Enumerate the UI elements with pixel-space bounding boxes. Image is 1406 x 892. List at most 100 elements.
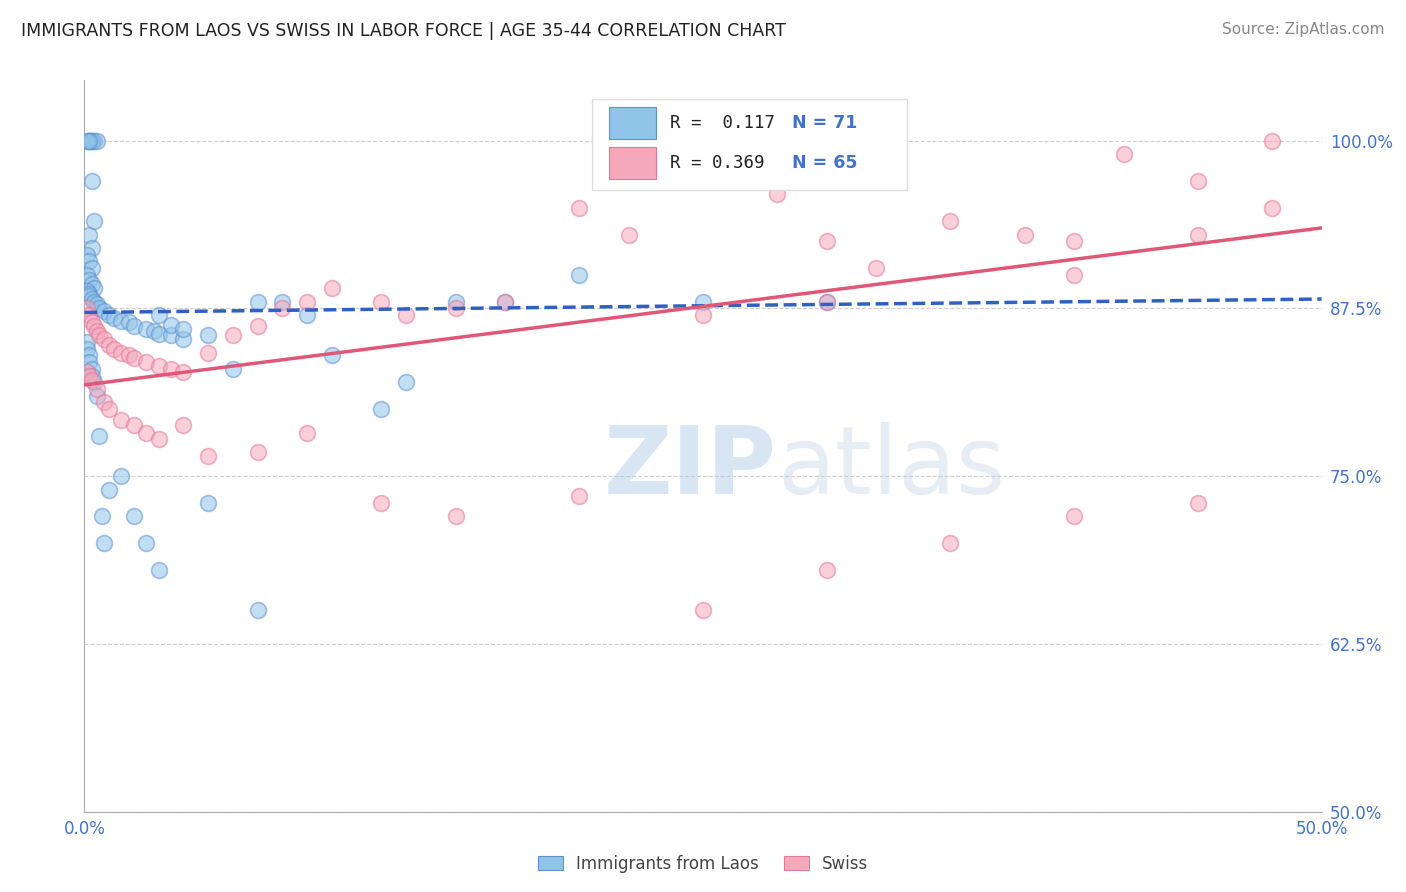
Point	[86, 134, 108, 148]
Point	[122, 509, 145, 524]
Point	[1261, 134, 1284, 148]
Point	[395, 308, 418, 322]
Point	[76, 301, 98, 316]
Point	[79, 286, 101, 301]
Point	[80, 368, 103, 383]
Point	[197, 345, 219, 359]
Point	[295, 294, 318, 309]
Point	[93, 395, 115, 409]
Point	[246, 318, 269, 333]
Text: atlas: atlas	[778, 422, 1005, 514]
Text: ZIP: ZIP	[605, 422, 778, 514]
Point	[568, 201, 591, 215]
Point	[80, 361, 103, 376]
Point	[370, 402, 392, 417]
Point	[76, 284, 98, 298]
Point	[80, 134, 103, 148]
Point	[98, 402, 121, 417]
Point	[90, 509, 112, 524]
Point	[98, 337, 121, 351]
Point	[110, 345, 132, 359]
Point	[444, 294, 467, 309]
Point	[148, 359, 170, 373]
Point	[135, 355, 157, 369]
Point	[692, 294, 714, 309]
Point	[148, 326, 170, 341]
Point	[76, 342, 98, 356]
Point	[122, 351, 145, 365]
Point	[295, 308, 318, 322]
Point	[86, 324, 108, 338]
Point	[172, 364, 194, 378]
Text: R =  0.117: R = 0.117	[669, 114, 775, 132]
Point	[98, 483, 121, 497]
Point	[79, 289, 101, 303]
Point	[160, 361, 183, 376]
Point	[1112, 147, 1135, 161]
Point	[395, 376, 418, 390]
Point	[222, 361, 245, 376]
Point	[89, 429, 111, 443]
Text: R = 0.369: R = 0.369	[669, 153, 763, 172]
Point	[79, 308, 101, 322]
Point	[79, 134, 101, 148]
Point	[321, 348, 343, 362]
Text: Source: ZipAtlas.com: Source: ZipAtlas.com	[1222, 22, 1385, 37]
Point	[83, 318, 105, 333]
Point	[148, 563, 170, 577]
Point	[197, 328, 219, 343]
Point	[295, 426, 318, 441]
Point	[148, 432, 170, 446]
Point	[110, 313, 132, 327]
Point	[1187, 174, 1209, 188]
Point	[815, 235, 838, 249]
Point	[80, 134, 103, 148]
Point	[118, 348, 141, 362]
Point	[80, 241, 103, 255]
Point	[83, 134, 105, 148]
Point	[160, 328, 183, 343]
Point	[93, 304, 115, 318]
Point	[89, 301, 111, 316]
Point	[110, 413, 132, 427]
Point	[80, 261, 103, 276]
Point	[1261, 201, 1284, 215]
Point	[815, 563, 838, 577]
Legend: Immigrants from Laos, Swiss: Immigrants from Laos, Swiss	[531, 848, 875, 880]
Point	[246, 294, 269, 309]
Point	[568, 489, 591, 503]
Point	[222, 328, 245, 343]
Point	[79, 273, 101, 287]
Point	[80, 373, 103, 387]
Point	[271, 301, 294, 316]
Point	[79, 134, 101, 148]
Point	[86, 297, 108, 311]
Point	[79, 355, 101, 369]
Text: N = 65: N = 65	[792, 153, 858, 172]
Point	[939, 214, 962, 228]
Point	[815, 294, 838, 309]
Point	[122, 418, 145, 433]
Point	[89, 328, 111, 343]
Point	[692, 603, 714, 617]
Point	[79, 134, 101, 148]
Point	[135, 321, 157, 335]
Point	[80, 292, 103, 306]
Point	[370, 294, 392, 309]
Point	[172, 332, 194, 346]
Point	[93, 536, 115, 550]
Point	[1187, 496, 1209, 510]
Point	[76, 268, 98, 282]
Point	[766, 187, 789, 202]
Point	[79, 348, 101, 362]
Point	[148, 308, 170, 322]
Point	[160, 318, 183, 332]
Point	[83, 376, 105, 390]
Point	[98, 308, 121, 322]
FancyBboxPatch shape	[609, 107, 657, 139]
Point	[110, 469, 132, 483]
Point	[80, 174, 103, 188]
Point	[79, 254, 101, 268]
Point	[103, 342, 125, 356]
Point	[197, 449, 219, 463]
